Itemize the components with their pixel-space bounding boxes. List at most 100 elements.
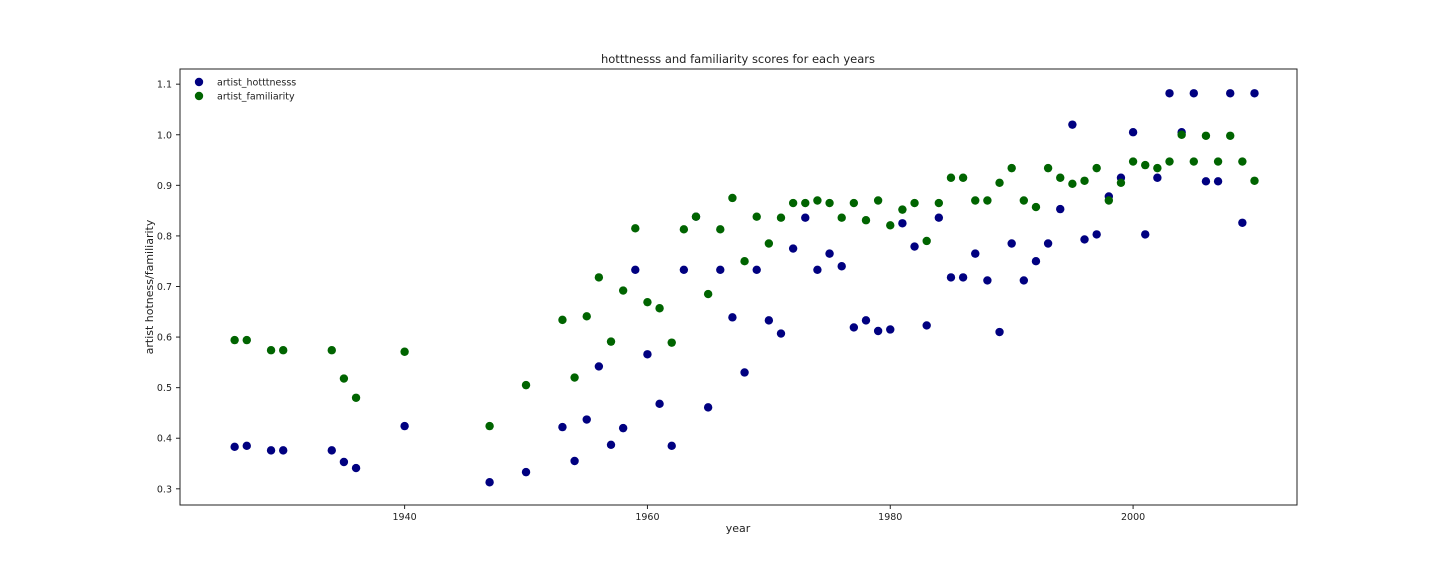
- data-point-artist_hotttnesss: [327, 446, 336, 455]
- data-point-artist_familiarity: [776, 213, 786, 222]
- data-point-artist_familiarity: [788, 198, 798, 208]
- data-point-artist_familiarity: [958, 173, 968, 182]
- data-point-artist_familiarity: [1116, 178, 1126, 188]
- data-point-artist_hotttnesss: [825, 249, 834, 258]
- data-point-artist_hotttnesss: [485, 478, 494, 487]
- data-point-artist_hotttnesss: [886, 325, 895, 334]
- x-axis: 1940 1960 1980 2000: [393, 505, 1145, 523]
- data-point-artist_familiarity: [1056, 173, 1065, 182]
- data-point-artist_hotttnesss: [582, 415, 591, 424]
- data-point-artist_familiarity: [485, 421, 494, 431]
- data-point-artist_familiarity: [1201, 131, 1211, 140]
- data-point-artist_hotttnesss: [618, 423, 628, 433]
- data-point-artist_hotttnesss: [339, 457, 349, 467]
- data-point-artist_familiarity: [837, 213, 846, 222]
- data-point-artist_hotttnesss: [728, 313, 737, 322]
- y-tick-label: 0.5: [157, 383, 172, 394]
- data-point-artist_familiarity: [934, 198, 944, 208]
- y-tick-label: 0.8: [157, 231, 172, 242]
- data-point-artist_familiarity: [570, 373, 579, 382]
- data-point-artist_hotttnesss: [898, 219, 907, 228]
- plot-area: [179, 68, 1298, 506]
- y-tick-label: 0.6: [157, 333, 172, 344]
- data-point-artist_hotttnesss: [716, 265, 725, 275]
- data-point-artist_familiarity: [898, 205, 907, 214]
- data-point-artist_hotttnesss: [1068, 120, 1077, 129]
- data-point-artist_familiarity: [813, 196, 822, 205]
- data-point-artist_hotttnesss: [983, 276, 992, 285]
- data-point-artist_familiarity: [995, 178, 1004, 188]
- data-point-artist_hotttnesss: [1043, 239, 1053, 248]
- y-tick-label: 0.4: [157, 434, 172, 445]
- data-point-artist_familiarity: [1226, 131, 1235, 140]
- y-tick-label: 0.7: [157, 282, 172, 293]
- legend-marker: [194, 77, 204, 87]
- data-point-artist_hotttnesss: [764, 316, 774, 325]
- data-point-artist_hotttnesss: [230, 442, 239, 452]
- data-point-artist_familiarity: [655, 304, 664, 313]
- data-point-artist_hotttnesss: [958, 273, 968, 282]
- data-point-artist_hotttnesss: [1128, 128, 1138, 137]
- data-point-artist_hotttnesss: [910, 242, 919, 251]
- data-point-artist_hotttnesss: [1056, 204, 1065, 214]
- data-point-artist_hotttnesss: [971, 249, 980, 258]
- data-point-artist_hotttnesss: [1226, 89, 1235, 98]
- data-point-artist_familiarity: [1043, 163, 1053, 173]
- data-point-artist_familiarity: [691, 212, 701, 221]
- data-point-artist_familiarity: [1213, 157, 1223, 166]
- data-point-artist_hotttnesss: [655, 399, 664, 409]
- data-point-artist_familiarity: [667, 338, 676, 347]
- data-point-artist_hotttnesss: [922, 321, 931, 330]
- data-point-artist_familiarity: [1080, 176, 1089, 185]
- data-point-artist_hotttnesss: [946, 273, 956, 282]
- data-point-artist_familiarity: [679, 225, 689, 234]
- y-axis: 0.3 0.4 0.5 0.6 0.7 0.8 0.9 1.0 1.1: [157, 80, 180, 495]
- data-point-artist_familiarity: [1165, 157, 1174, 166]
- data-point-artist_familiarity: [242, 335, 251, 345]
- data-point-artist_hotttnesss: [1007, 239, 1016, 248]
- data-point-artist_familiarity: [849, 198, 859, 208]
- data-point-artist_hotttnesss: [1019, 276, 1029, 285]
- data-point-artist_familiarity: [400, 347, 409, 356]
- y-tick-label: 0.3: [157, 484, 172, 495]
- x-axis-label: year: [726, 522, 751, 535]
- legend-label: artist_familiarity: [217, 92, 295, 103]
- data-point-artist_familiarity: [983, 196, 992, 205]
- data-point-artist_hotttnesss: [1092, 230, 1101, 239]
- data-point-artist_familiarity: [1092, 163, 1101, 173]
- data-point-artist_hotttnesss: [266, 446, 276, 455]
- data-point-artist_familiarity: [266, 346, 276, 355]
- data-point-artist_familiarity: [521, 380, 531, 390]
- data-point-artist_hotttnesss: [740, 368, 749, 377]
- data-point-artist_familiarity: [873, 196, 883, 205]
- y-tick-label: 0.9: [157, 181, 172, 192]
- data-point-artist_hotttnesss: [934, 213, 944, 222]
- data-point-artist_hotttnesss: [1153, 173, 1162, 182]
- data-point-artist_hotttnesss: [788, 244, 798, 253]
- data-point-artist_familiarity: [1128, 157, 1138, 166]
- data-point-artist_familiarity: [1141, 160, 1150, 170]
- data-point-artist_familiarity: [703, 289, 713, 299]
- data-point-artist_hotttnesss: [801, 213, 810, 222]
- data-point-artist_hotttnesss: [995, 327, 1004, 337]
- data-point-artist_hotttnesss: [1250, 89, 1259, 98]
- data-point-artist_hotttnesss: [1189, 89, 1198, 98]
- data-point-artist_familiarity: [230, 335, 239, 345]
- data-point-artist_familiarity: [716, 225, 725, 234]
- data-point-artist_familiarity: [922, 236, 931, 246]
- data-point-artist_hotttnesss: [849, 323, 859, 332]
- data-point-artist_hotttnesss: [1238, 218, 1247, 227]
- data-point-artist_familiarity: [1250, 176, 1259, 185]
- data-point-artist_familiarity: [1019, 196, 1029, 205]
- data-point-artist_familiarity: [327, 346, 336, 355]
- data-point-artist_familiarity: [1031, 202, 1041, 212]
- data-point-artist_familiarity: [910, 198, 919, 208]
- data-point-artist_hotttnesss: [667, 441, 676, 451]
- data-point-artist_familiarity: [861, 216, 871, 225]
- data-point-artist_hotttnesss: [679, 265, 689, 275]
- data-point-artist_hotttnesss: [594, 362, 604, 371]
- data-point-artist_familiarity: [351, 393, 361, 402]
- legend: artist_hotttnesss artist_familiarity: [194, 77, 296, 103]
- x-tick-label: 1940: [393, 512, 417, 523]
- data-point-artist_familiarity: [1189, 157, 1198, 166]
